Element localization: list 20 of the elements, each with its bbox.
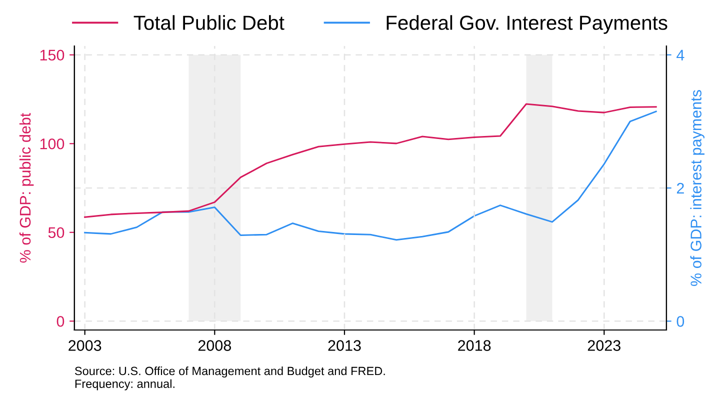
y2-tick-label: 2 bbox=[676, 182, 684, 194]
line-series bbox=[84, 103, 657, 218]
line-series bbox=[84, 110, 657, 241]
legend-label: Total Public Debt bbox=[134, 15, 284, 30]
x-tick-label: 2018 bbox=[458, 340, 491, 351]
y2-axis-title: % of GDP: interest payments bbox=[690, 90, 704, 286]
y-axis-title: % of GDP: public debt bbox=[19, 112, 34, 263]
text: Frequency: annual. bbox=[75, 379, 174, 390]
y2-tick-label: 0 bbox=[676, 316, 684, 327]
source-note: Source: U.S. Office of Management and Budget and FRED. bbox=[74, 366, 385, 378]
y-tick-label: 100 bbox=[40, 138, 64, 150]
x-tick-label: 2023 bbox=[588, 340, 620, 351]
y-tick-label: 0 bbox=[56, 316, 64, 327]
x-tick-label: 2008 bbox=[198, 340, 231, 351]
y-tick-label: 50 bbox=[48, 227, 64, 238]
y-tick-label: 150 bbox=[40, 50, 64, 61]
legend-label: Federal Gov. Interest Payments bbox=[386, 15, 668, 34]
y2-tick-label: 4 bbox=[676, 50, 684, 60]
x-tick-label: 2013 bbox=[328, 340, 361, 351]
x-tick-label: 2003 bbox=[68, 340, 102, 351]
